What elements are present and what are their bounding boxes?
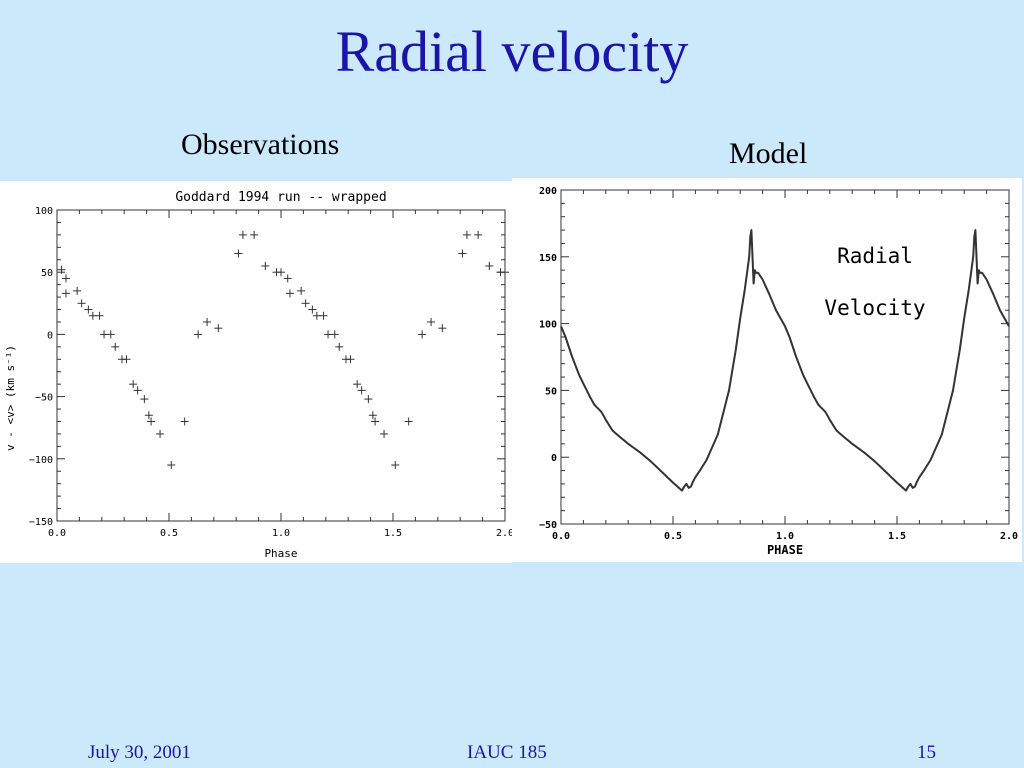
observation-point [234,249,243,258]
observation-point [180,417,189,426]
footer-date: July 30, 2001 [88,742,191,763]
model-y-tick-label: 150 [539,253,557,264]
observations-chart-title: Goddard 1994 run -- wrapped [175,190,386,205]
observations-x-tick-label: 1.0 [272,528,290,539]
observation-point [330,330,339,339]
model-y-tick-label: 0 [551,453,557,464]
observation-point [458,249,467,258]
observation-point [95,311,104,320]
observation-point [100,330,109,339]
observation-point [335,342,344,351]
observation-point [474,230,483,239]
observation-point [167,461,176,470]
observations-x-axis-label: Phase [264,547,297,560]
observations-x-tick-label: 0.5 [160,528,178,539]
observation-point [283,274,292,283]
observation-point [61,274,70,283]
observation-point [346,355,355,364]
observation-point [501,268,509,277]
observation-point [364,395,373,404]
model-x-tick-label: 1.5 [888,531,906,542]
observation-point [277,268,285,277]
model-annotation-radial: Radial [837,244,913,268]
observation-point [61,289,70,298]
observations-x-tick-label: 1.5 [384,528,402,539]
observation-point [238,230,247,239]
observations-y-tick-label: 100 [35,206,53,217]
model-y-tick-label: 50 [545,386,557,397]
observations-label: Observations [181,128,340,161]
model-y-tick-label: 100 [539,320,557,331]
observation-point [297,286,306,295]
observation-point [368,411,377,420]
footer-conference: IAUC 185 [467,742,547,763]
observation-point [57,265,66,274]
observation-point [462,230,471,239]
observation-point [88,311,97,320]
observations-plot-frame [56,209,506,522]
model-chart: Radial Velocity PHASE 0.0 0.5 1.0 1.5 2.0 −50… [539,186,1018,557]
observations-x-tick-label: 0.0 [48,528,66,539]
observation-point [353,380,362,389]
observations-y-axis-label: v - <v> (km s⁻¹) [4,345,17,451]
observation-point [147,417,156,426]
model-y-tick-label: 200 [539,186,557,197]
observation-point [319,311,328,320]
observation-point [140,395,149,404]
observation-point [194,330,203,339]
observation-point [111,342,120,351]
observation-point [324,330,333,339]
observation-point [391,461,400,470]
observation-point [156,429,165,438]
observation-point [214,324,223,333]
model-panel: Radial Velocity PHASE 0.0 0.5 1.0 1.5 2.0 −50… [512,178,1022,562]
observations-y-tick-label: 0 [47,330,53,341]
observation-point [77,299,86,308]
observation-point [203,317,212,326]
footer-page-number: 15 [917,742,936,763]
observation-point [144,411,153,420]
slide-title: Radial velocity [335,19,689,84]
observations-x-tick-label: 2.0 [496,528,512,539]
observation-point [129,380,138,389]
model-x-tick-label: 0.0 [552,531,570,542]
model-annotation-velocity: Velocity [824,296,925,320]
model-x-tick-label: 2.0 [1000,531,1018,542]
observations-y-tick-label: −150 [29,517,53,528]
observations-y-tick-label: −50 [35,393,53,404]
observations-y-tick-label: 50 [41,268,53,279]
observation-point [301,299,310,308]
observation-point [357,386,366,395]
model-plot-frame [560,189,1010,525]
observation-point [312,311,321,320]
observation-point [84,305,93,314]
model-x-tick-label: 1.0 [776,531,794,542]
observation-point [250,230,259,239]
observations-y-tick-label: −100 [29,455,53,466]
observation-point [438,324,447,333]
observation-point [106,330,115,339]
observation-point [285,289,294,298]
observation-point [133,386,142,395]
observation-point [485,261,494,270]
observation-point [122,355,131,364]
observation-point [404,417,413,426]
observation-point [418,330,427,339]
model-x-tick-label: 0.5 [664,531,682,542]
model-velocity-line [560,229,1010,492]
observation-point [427,317,436,326]
observation-point [308,305,317,314]
observation-point [380,429,389,438]
model-label: Model [729,137,808,170]
model-x-axis-label: PHASE [767,543,803,557]
observation-point [261,261,270,270]
observations-panel: Goddard 1994 run -- wrapped Phase v - <v… [0,181,512,563]
observations-chart: Goddard 1994 run -- wrapped Phase v - <v… [4,190,512,560]
observation-point [371,417,380,426]
observation-point [73,286,82,295]
model-y-tick-label: −50 [539,520,557,531]
